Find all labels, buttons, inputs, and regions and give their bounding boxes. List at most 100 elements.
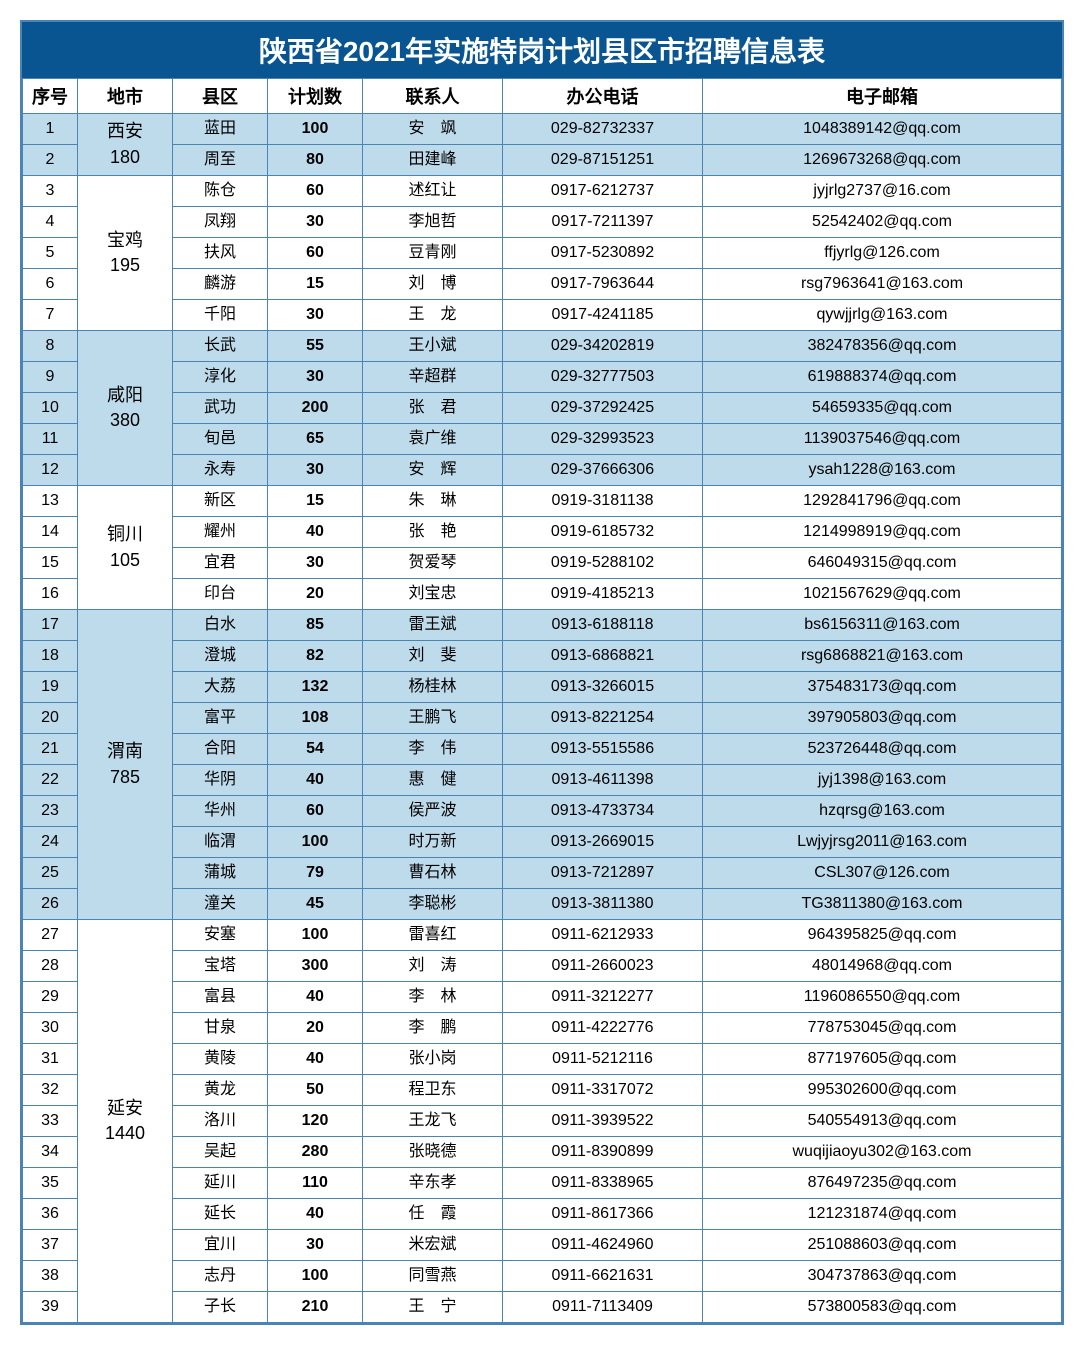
cell-email: qywjjrlg@163.com [703, 300, 1062, 331]
cell-contact: 朱 琳 [363, 486, 503, 517]
cell-contact: 侯严波 [363, 796, 503, 827]
cell-seq: 19 [23, 672, 78, 703]
cell-email: 1269673268@qq.com [703, 145, 1062, 176]
cell-contact: 辛超群 [363, 362, 503, 393]
cell-email: 778753045@qq.com [703, 1013, 1062, 1044]
header-plan: 计划数 [268, 79, 363, 114]
cell-email: 540554913@qq.com [703, 1106, 1062, 1137]
cell-contact: 同雪燕 [363, 1261, 503, 1292]
cell-email: 573800583@qq.com [703, 1292, 1062, 1323]
cell-phone: 0919-6185732 [503, 517, 703, 548]
cell-seq: 34 [23, 1137, 78, 1168]
cell-county: 白水 [173, 610, 268, 641]
table-row: 39子长210王 宁0911-7113409573800583@qq.com [23, 1292, 1062, 1323]
cell-county: 麟游 [173, 269, 268, 300]
cell-county: 长武 [173, 331, 268, 362]
cell-seq: 16 [23, 579, 78, 610]
cell-phone: 029-82732337 [503, 114, 703, 145]
cell-seq: 32 [23, 1075, 78, 1106]
cell-county: 宜川 [173, 1230, 268, 1261]
cell-contact: 程卫东 [363, 1075, 503, 1106]
table-row: 5扶风60豆青刚0917-5230892ffjyrlg@126.com [23, 238, 1062, 269]
table-row: 3宝鸡195陈仓60述红让0917-6212737jyjrlg2737@16.c… [23, 176, 1062, 207]
cell-email: TG3811380@163.com [703, 889, 1062, 920]
cell-county: 陈仓 [173, 176, 268, 207]
cell-phone: 0911-8390899 [503, 1137, 703, 1168]
cell-county: 吴起 [173, 1137, 268, 1168]
cell-phone: 029-37292425 [503, 393, 703, 424]
cell-seq: 20 [23, 703, 78, 734]
table-row: 37宜川30米宏斌0911-4624960251088603@qq.com [23, 1230, 1062, 1261]
cell-plan: 65 [268, 424, 363, 455]
cell-phone: 0917-7963644 [503, 269, 703, 300]
cell-county: 洛川 [173, 1106, 268, 1137]
cell-plan: 20 [268, 1013, 363, 1044]
cell-plan: 15 [268, 486, 363, 517]
cell-plan: 40 [268, 1044, 363, 1075]
cell-county: 千阳 [173, 300, 268, 331]
cell-plan: 80 [268, 145, 363, 176]
cell-contact: 惠 健 [363, 765, 503, 796]
cell-contact: 任 霞 [363, 1199, 503, 1230]
cell-email: 1214998919@qq.com [703, 517, 1062, 548]
cell-email: 877197605@qq.com [703, 1044, 1062, 1075]
cell-plan: 40 [268, 982, 363, 1013]
cell-email: 52542402@qq.com [703, 207, 1062, 238]
cell-county: 延长 [173, 1199, 268, 1230]
cell-email: 1021567629@qq.com [703, 579, 1062, 610]
cell-contact: 李旭哲 [363, 207, 503, 238]
cell-contact: 王龙飞 [363, 1106, 503, 1137]
cell-county: 延川 [173, 1168, 268, 1199]
cell-email: 1292841796@qq.com [703, 486, 1062, 517]
cell-email: 304737863@qq.com [703, 1261, 1062, 1292]
cell-seq: 10 [23, 393, 78, 424]
cell-email: Lwjyjrsg2011@163.com [703, 827, 1062, 858]
cell-email: 1048389142@qq.com [703, 114, 1062, 145]
cell-phone: 029-87151251 [503, 145, 703, 176]
header-county: 县区 [173, 79, 268, 114]
table-row: 19大荔132杨桂林0913-3266015375483173@qq.com [23, 672, 1062, 703]
cell-phone: 0911-4624960 [503, 1230, 703, 1261]
table-row: 2周至80田建峰029-871512511269673268@qq.com [23, 145, 1062, 176]
cell-phone: 0913-6868821 [503, 641, 703, 672]
cell-contact: 述红让 [363, 176, 503, 207]
cell-county: 甘泉 [173, 1013, 268, 1044]
cell-email: 121231874@qq.com [703, 1199, 1062, 1230]
cell-plan: 100 [268, 114, 363, 145]
cell-seq: 3 [23, 176, 78, 207]
cell-seq: 8 [23, 331, 78, 362]
cell-phone: 0913-3811380 [503, 889, 703, 920]
cell-contact: 王 龙 [363, 300, 503, 331]
header-city: 地市 [78, 79, 173, 114]
cell-plan: 20 [268, 579, 363, 610]
cell-county: 新区 [173, 486, 268, 517]
cell-contact: 张 君 [363, 393, 503, 424]
cell-email: 523726448@qq.com [703, 734, 1062, 765]
cell-plan: 110 [268, 1168, 363, 1199]
cell-county: 蒲城 [173, 858, 268, 889]
cell-phone: 0917-7211397 [503, 207, 703, 238]
cell-phone: 0911-6212933 [503, 920, 703, 951]
cell-contact: 袁广维 [363, 424, 503, 455]
table-row: 32黄龙50程卫东0911-3317072995302600@qq.com [23, 1075, 1062, 1106]
cell-plan: 60 [268, 238, 363, 269]
cell-city: 延安1440 [78, 920, 173, 1323]
cell-email: 382478356@qq.com [703, 331, 1062, 362]
header-phone: 办公电话 [503, 79, 703, 114]
cell-email: 964395825@qq.com [703, 920, 1062, 951]
cell-contact: 李 伟 [363, 734, 503, 765]
cell-phone: 029-37666306 [503, 455, 703, 486]
cell-contact: 辛东孝 [363, 1168, 503, 1199]
cell-seq: 14 [23, 517, 78, 548]
cell-email: hzqrsg@163.com [703, 796, 1062, 827]
cell-county: 志丹 [173, 1261, 268, 1292]
table-row: 21合阳54李 伟0913-5515586523726448@qq.com [23, 734, 1062, 765]
cell-county: 临渭 [173, 827, 268, 858]
cell-seq: 35 [23, 1168, 78, 1199]
table-row: 26潼关45李聪彬0913-3811380TG3811380@163.com [23, 889, 1062, 920]
table-header-row: 序号 地市 县区 计划数 联系人 办公电话 电子邮箱 [23, 79, 1062, 114]
cell-email: CSL307@126.com [703, 858, 1062, 889]
cell-contact: 田建峰 [363, 145, 503, 176]
cell-contact: 刘 博 [363, 269, 503, 300]
cell-seq: 36 [23, 1199, 78, 1230]
